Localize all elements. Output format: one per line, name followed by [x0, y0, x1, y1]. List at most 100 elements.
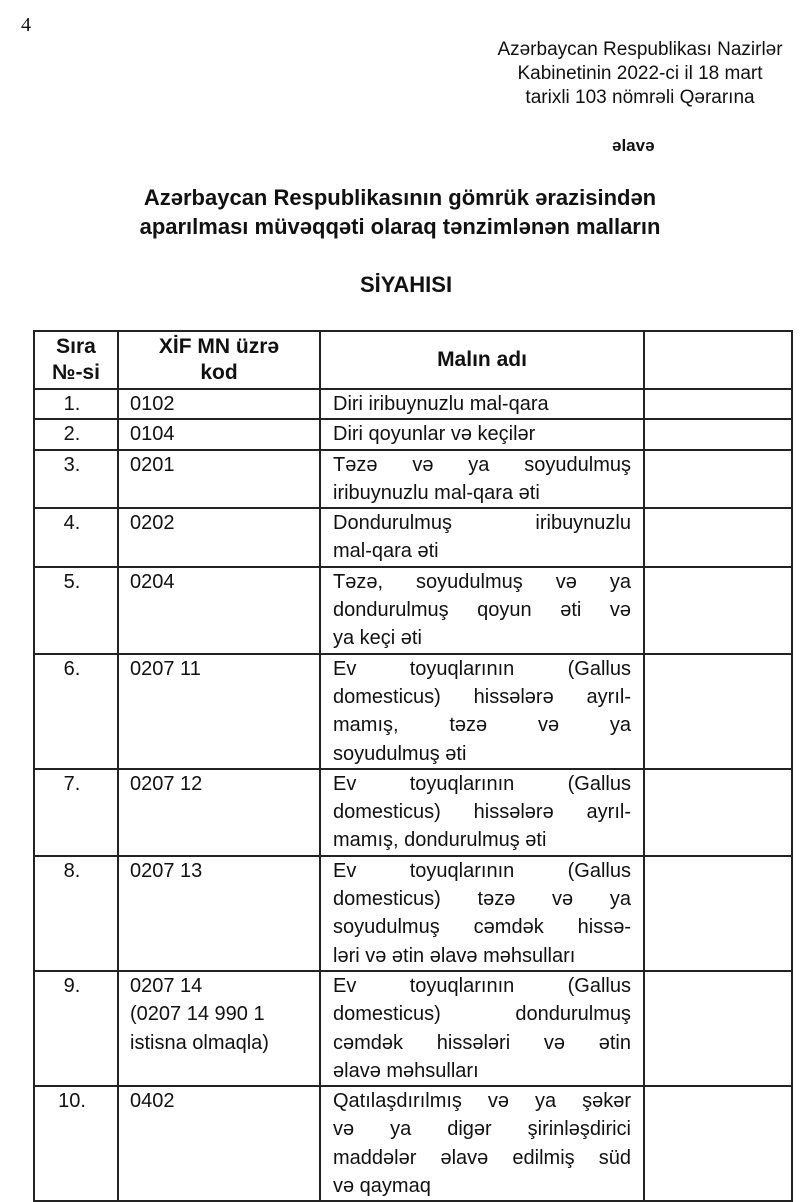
- annex-label: əlavə: [612, 136, 655, 155]
- document-title: Azərbaycan Respublikasının gömrük ərazis…: [0, 183, 800, 241]
- title-line: aparılması müvəqqəti olaraq tənzimlənən …: [139, 214, 661, 239]
- row-code: 0207 12: [117, 767, 321, 857]
- table-header-row: Sıra №-si XİF MN üzrə kod Malın adı: [33, 330, 793, 390]
- goods-name-line: domesticus) hissələrə ayrıl-: [333, 685, 631, 708]
- row-goods-name: Diri qoyunlar və keçilər: [319, 418, 645, 451]
- row-number: 8.: [33, 854, 119, 972]
- row-goods-name: Ev toyuqlarının (Gallus domesticus) hissə…: [319, 652, 645, 770]
- row-goods-name: Təzə, soyudulmuş və ya dondurulmuş qoyun …: [319, 565, 645, 655]
- header-name: Malın adı: [319, 330, 645, 390]
- row-code: 0104: [117, 418, 321, 451]
- header-reference-line: tarixli 103 nömrəli Qərarına: [525, 87, 755, 108]
- row-number: 7.: [33, 767, 119, 857]
- title-line: Azərbaycan Respublikasının gömrük ərazis…: [143, 185, 657, 210]
- row-extra: [643, 652, 793, 770]
- row-number: 1.: [33, 387, 119, 421]
- goods-name-line: Ev toyuqlarının (Gallus: [333, 859, 631, 882]
- row-goods-name: Dondurulmuş iribuynuzlu mal-qara əti: [319, 507, 645, 568]
- goods-name-line: soyudulmuş əti: [333, 742, 467, 765]
- row-extra: [643, 767, 793, 857]
- row-code: 0102: [117, 387, 321, 421]
- goods-name-line: Dondurulmuş iribuynuzlu: [333, 512, 631, 535]
- goods-name-line: maddələr əlavə edilmiş süd: [333, 1146, 631, 1169]
- code-line: 0204: [130, 570, 175, 593]
- row-number: 10.: [33, 1085, 119, 1202]
- row-goods-name: Təzə və ya soyudulmuş iribuynuzlu mal-qar…: [319, 448, 645, 510]
- table-row: 8. 0207 13 Ev toyuqlarının (Gallus domestic…: [33, 854, 793, 972]
- row-extra: [643, 418, 793, 451]
- goods-name-line: mal-qara əti: [333, 540, 439, 563]
- row-extra: [643, 1085, 793, 1202]
- row-code: 0207 11: [117, 652, 321, 770]
- goods-name-line: Təzə, soyudulmuş və ya: [333, 570, 631, 593]
- code-line: 0207 13: [130, 859, 203, 882]
- goods-name-line: cəmdək hissələri və ətin: [333, 1031, 631, 1054]
- header-code-line: kod: [200, 361, 238, 384]
- row-extra: [643, 969, 793, 1088]
- goods-name-line: domesticus) hissələrə ayrıl-: [333, 801, 631, 824]
- header-reference: Azərbaycan Respublikası Nazirlər Kabinet…: [470, 38, 800, 110]
- header-number: Sıra №-si: [33, 330, 119, 390]
- code-line: 0102: [130, 393, 175, 415]
- code-line: 0207 12: [130, 772, 203, 795]
- goods-name-line: domesticus) dondurulmuş: [333, 1003, 631, 1026]
- table-row: 1. 0102 Diri iribuynuzlu mal-qara: [33, 387, 793, 421]
- goods-name-line: Ev toyuqlarının (Gallus: [333, 974, 631, 997]
- goods-name-line: Ev toyuqlarının (Gallus: [333, 772, 631, 795]
- row-extra: [643, 854, 793, 972]
- row-number: 5.: [33, 565, 119, 655]
- page-number: 4: [21, 14, 31, 36]
- header-number-line: Sıra: [56, 335, 96, 358]
- goods-name-line: ya keçi əti: [333, 627, 422, 650]
- row-number: 2.: [33, 418, 119, 451]
- goods-name-line: soyudulmuş cəmdək hissə-: [333, 916, 631, 939]
- document-subtitle: SİYAHISI: [359, 272, 453, 297]
- goods-name-line: ləri və ətin əlavə məhsulları: [333, 944, 576, 967]
- goods-name-line: iribuynuzlu mal-qara əti: [333, 481, 540, 504]
- table-row: 10. 0402 Qatılaşdırılmış və ya şəkər və ya …: [33, 1085, 793, 1202]
- row-code: 0207 14 (0207 14 990 1 istisna olmaqla): [117, 969, 321, 1088]
- goods-name-line: və ya digər şirinləşdirici: [333, 1118, 631, 1141]
- code-line: 0207 11: [130, 657, 201, 680]
- row-code: 0201: [117, 448, 321, 510]
- row-number: 4.: [33, 507, 119, 568]
- goods-name-line: Diri iribuynuzlu mal-qara: [333, 393, 549, 415]
- code-line: 0402: [130, 1090, 175, 1113]
- code-line: (0207 14 990 1: [130, 1003, 265, 1026]
- goods-name-line: Diri qoyunlar və keçilər: [333, 423, 536, 446]
- goods-name-line: əlavə məhsulları: [333, 1059, 479, 1082]
- code-line: istisna olmaqla): [130, 1031, 269, 1054]
- row-extra: [643, 387, 793, 421]
- table-row: 6. 0207 11 Ev toyuqlarının (Gallus domestic…: [33, 652, 793, 770]
- goods-table: Sıra №-si XİF MN üzrə kod Malın adı 1. 0102…: [33, 330, 793, 1202]
- goods-name-line: Ev toyuqlarının (Gallus: [333, 657, 631, 680]
- code-line: 0202: [130, 512, 175, 535]
- row-code: 0202: [117, 507, 321, 568]
- code-line: 0207 14: [130, 974, 203, 997]
- row-extra: [643, 565, 793, 655]
- row-number: 9.: [33, 969, 119, 1088]
- row-code: 0207 13: [117, 854, 321, 972]
- goods-name-line: Təzə və ya soyudulmuş: [333, 453, 631, 476]
- goods-name-line: və qaymaq: [333, 1175, 431, 1198]
- goods-name-line: domesticus) təzə və ya: [333, 888, 631, 911]
- row-goods-name: Diri iribuynuzlu mal-qara: [319, 387, 645, 421]
- header-reference-line: Azərbaycan Respublikası Nazirlər: [497, 39, 783, 60]
- code-line: 0104: [130, 423, 175, 446]
- row-goods-name: Ev toyuqlarının (Gallus domesticus) dondu…: [319, 969, 645, 1088]
- row-number: 3.: [33, 448, 119, 510]
- table-row: 3. 0201 Təzə və ya soyudulmuş iribuynuzlu m…: [33, 448, 793, 510]
- table-row: 4. 0202 Dondurulmuş iribuynuzlu mal-qara ət…: [33, 507, 793, 568]
- header-reference-line: Kabinetinin 2022-ci il 18 mart: [517, 63, 763, 84]
- row-extra: [643, 507, 793, 568]
- table-row: 5. 0204 Təzə, soyudulmuş və ya dondurulmuş …: [33, 565, 793, 655]
- row-goods-name: Qatılaşdırılmış və ya şəkər və ya digər ş…: [319, 1085, 645, 1202]
- row-extra: [643, 448, 793, 510]
- row-code: 0402: [117, 1085, 321, 1202]
- header-code: XİF MN üzrə kod: [117, 330, 321, 390]
- goods-name-line: mamış, dondurulmuş əti: [333, 829, 547, 852]
- header-extra: [643, 330, 793, 390]
- table-row: 2. 0104 Diri qoyunlar və keçilər: [33, 418, 793, 451]
- goods-name-line: Qatılaşdırılmış və ya şəkər: [333, 1090, 631, 1113]
- row-number: 6.: [33, 652, 119, 770]
